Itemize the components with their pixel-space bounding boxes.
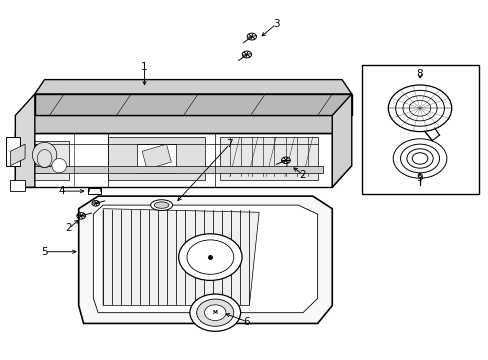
Text: 9: 9	[416, 173, 423, 183]
Text: M: M	[212, 310, 217, 315]
Polygon shape	[79, 196, 331, 323]
Bar	[88, 188, 101, 194]
Circle shape	[196, 299, 233, 326]
Polygon shape	[35, 94, 351, 116]
Circle shape	[178, 234, 242, 280]
Ellipse shape	[154, 202, 168, 208]
Polygon shape	[93, 205, 317, 313]
Polygon shape	[35, 80, 351, 94]
Polygon shape	[10, 180, 25, 191]
Circle shape	[189, 294, 240, 331]
Ellipse shape	[150, 200, 172, 211]
Polygon shape	[15, 134, 331, 187]
Polygon shape	[142, 144, 171, 169]
Polygon shape	[331, 94, 351, 187]
Circle shape	[186, 240, 233, 274]
Polygon shape	[15, 116, 351, 134]
Polygon shape	[10, 144, 25, 166]
Text: 7: 7	[226, 139, 233, 149]
Text: 3: 3	[272, 19, 279, 29]
Ellipse shape	[52, 158, 66, 173]
Text: 4: 4	[58, 186, 65, 196]
Polygon shape	[220, 137, 317, 180]
Text: 2: 2	[65, 224, 72, 233]
Polygon shape	[5, 137, 20, 166]
Text: 2: 2	[299, 170, 305, 180]
Text: 8: 8	[416, 69, 423, 79]
Bar	[361, 65, 478, 194]
Polygon shape	[30, 140, 69, 180]
Polygon shape	[108, 137, 205, 180]
Text: 5: 5	[41, 247, 48, 257]
Circle shape	[204, 305, 225, 320]
Ellipse shape	[32, 142, 57, 167]
Polygon shape	[35, 144, 49, 173]
Polygon shape	[25, 166, 322, 173]
Text: 1: 1	[141, 62, 147, 72]
Polygon shape	[103, 209, 259, 306]
Text: 6: 6	[243, 317, 250, 327]
Polygon shape	[15, 166, 351, 187]
Polygon shape	[15, 94, 35, 187]
Polygon shape	[137, 144, 176, 173]
